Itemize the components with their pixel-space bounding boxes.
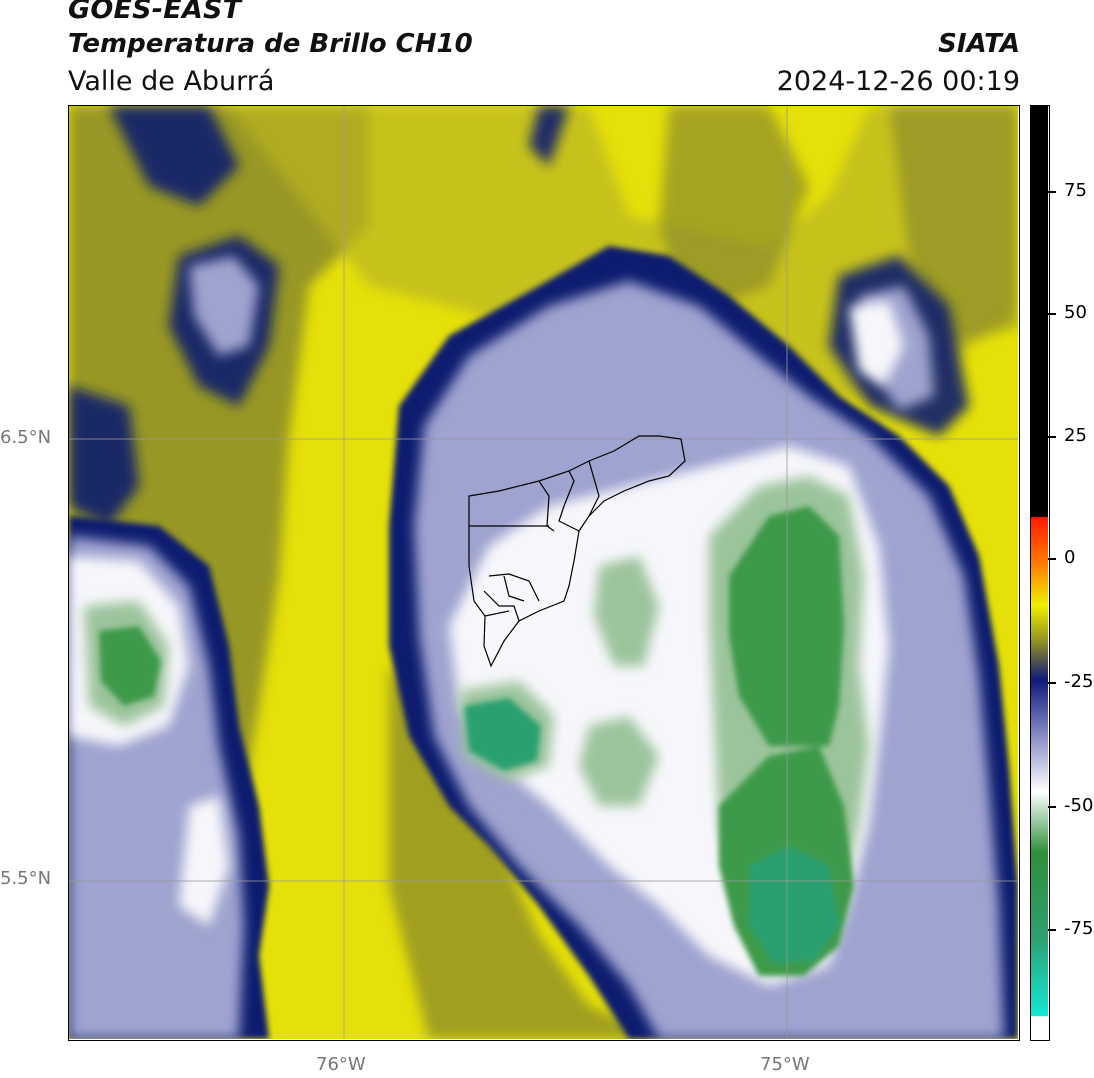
lat-label-5-5n: 5.5°N bbox=[0, 868, 52, 889]
colorbar-tick bbox=[1048, 558, 1056, 560]
colorbar-tick bbox=[1048, 191, 1056, 193]
colorbar-label-minus50: -50 bbox=[1064, 795, 1094, 816]
title-region: Valle de Aburrá bbox=[68, 66, 275, 97]
colorbar-label-50: 50 bbox=[1064, 302, 1087, 323]
satellite-map[interactable] bbox=[68, 105, 1020, 1041]
colorbar-tick bbox=[1048, 806, 1056, 808]
colorbar-label-25: 25 bbox=[1064, 425, 1087, 446]
colorbar-label-minus75: -75 bbox=[1064, 918, 1094, 939]
colorbar-tick bbox=[1048, 436, 1056, 438]
lon-label-75w: 75°W bbox=[760, 1054, 810, 1075]
colorbar-label-minus25: -25 bbox=[1064, 671, 1094, 692]
colorbar-label-0: 0 bbox=[1064, 547, 1076, 568]
colorbar-tick bbox=[1048, 682, 1056, 684]
lon-label-76w: 76°W bbox=[316, 1054, 366, 1075]
colorbar-gradient bbox=[1031, 106, 1048, 1039]
colorbar-tick bbox=[1048, 313, 1056, 315]
municipality-boundaries bbox=[468, 435, 686, 668]
lat-label-6-5n: 6.5°N bbox=[0, 427, 52, 448]
colorbar-tick bbox=[1048, 929, 1056, 931]
colorbar bbox=[1030, 105, 1050, 1041]
colorbar-label-75: 75 bbox=[1064, 180, 1087, 201]
brightness-temperature-field bbox=[69, 106, 1018, 1039]
title-product: Temperatura de Brillo CH10 bbox=[68, 29, 473, 59]
title-satellite: GOES-EAST bbox=[68, 0, 242, 25]
timestamp: 2024-12-26 00:19 bbox=[776, 66, 1020, 97]
brand-label: SIATA bbox=[938, 29, 1020, 59]
